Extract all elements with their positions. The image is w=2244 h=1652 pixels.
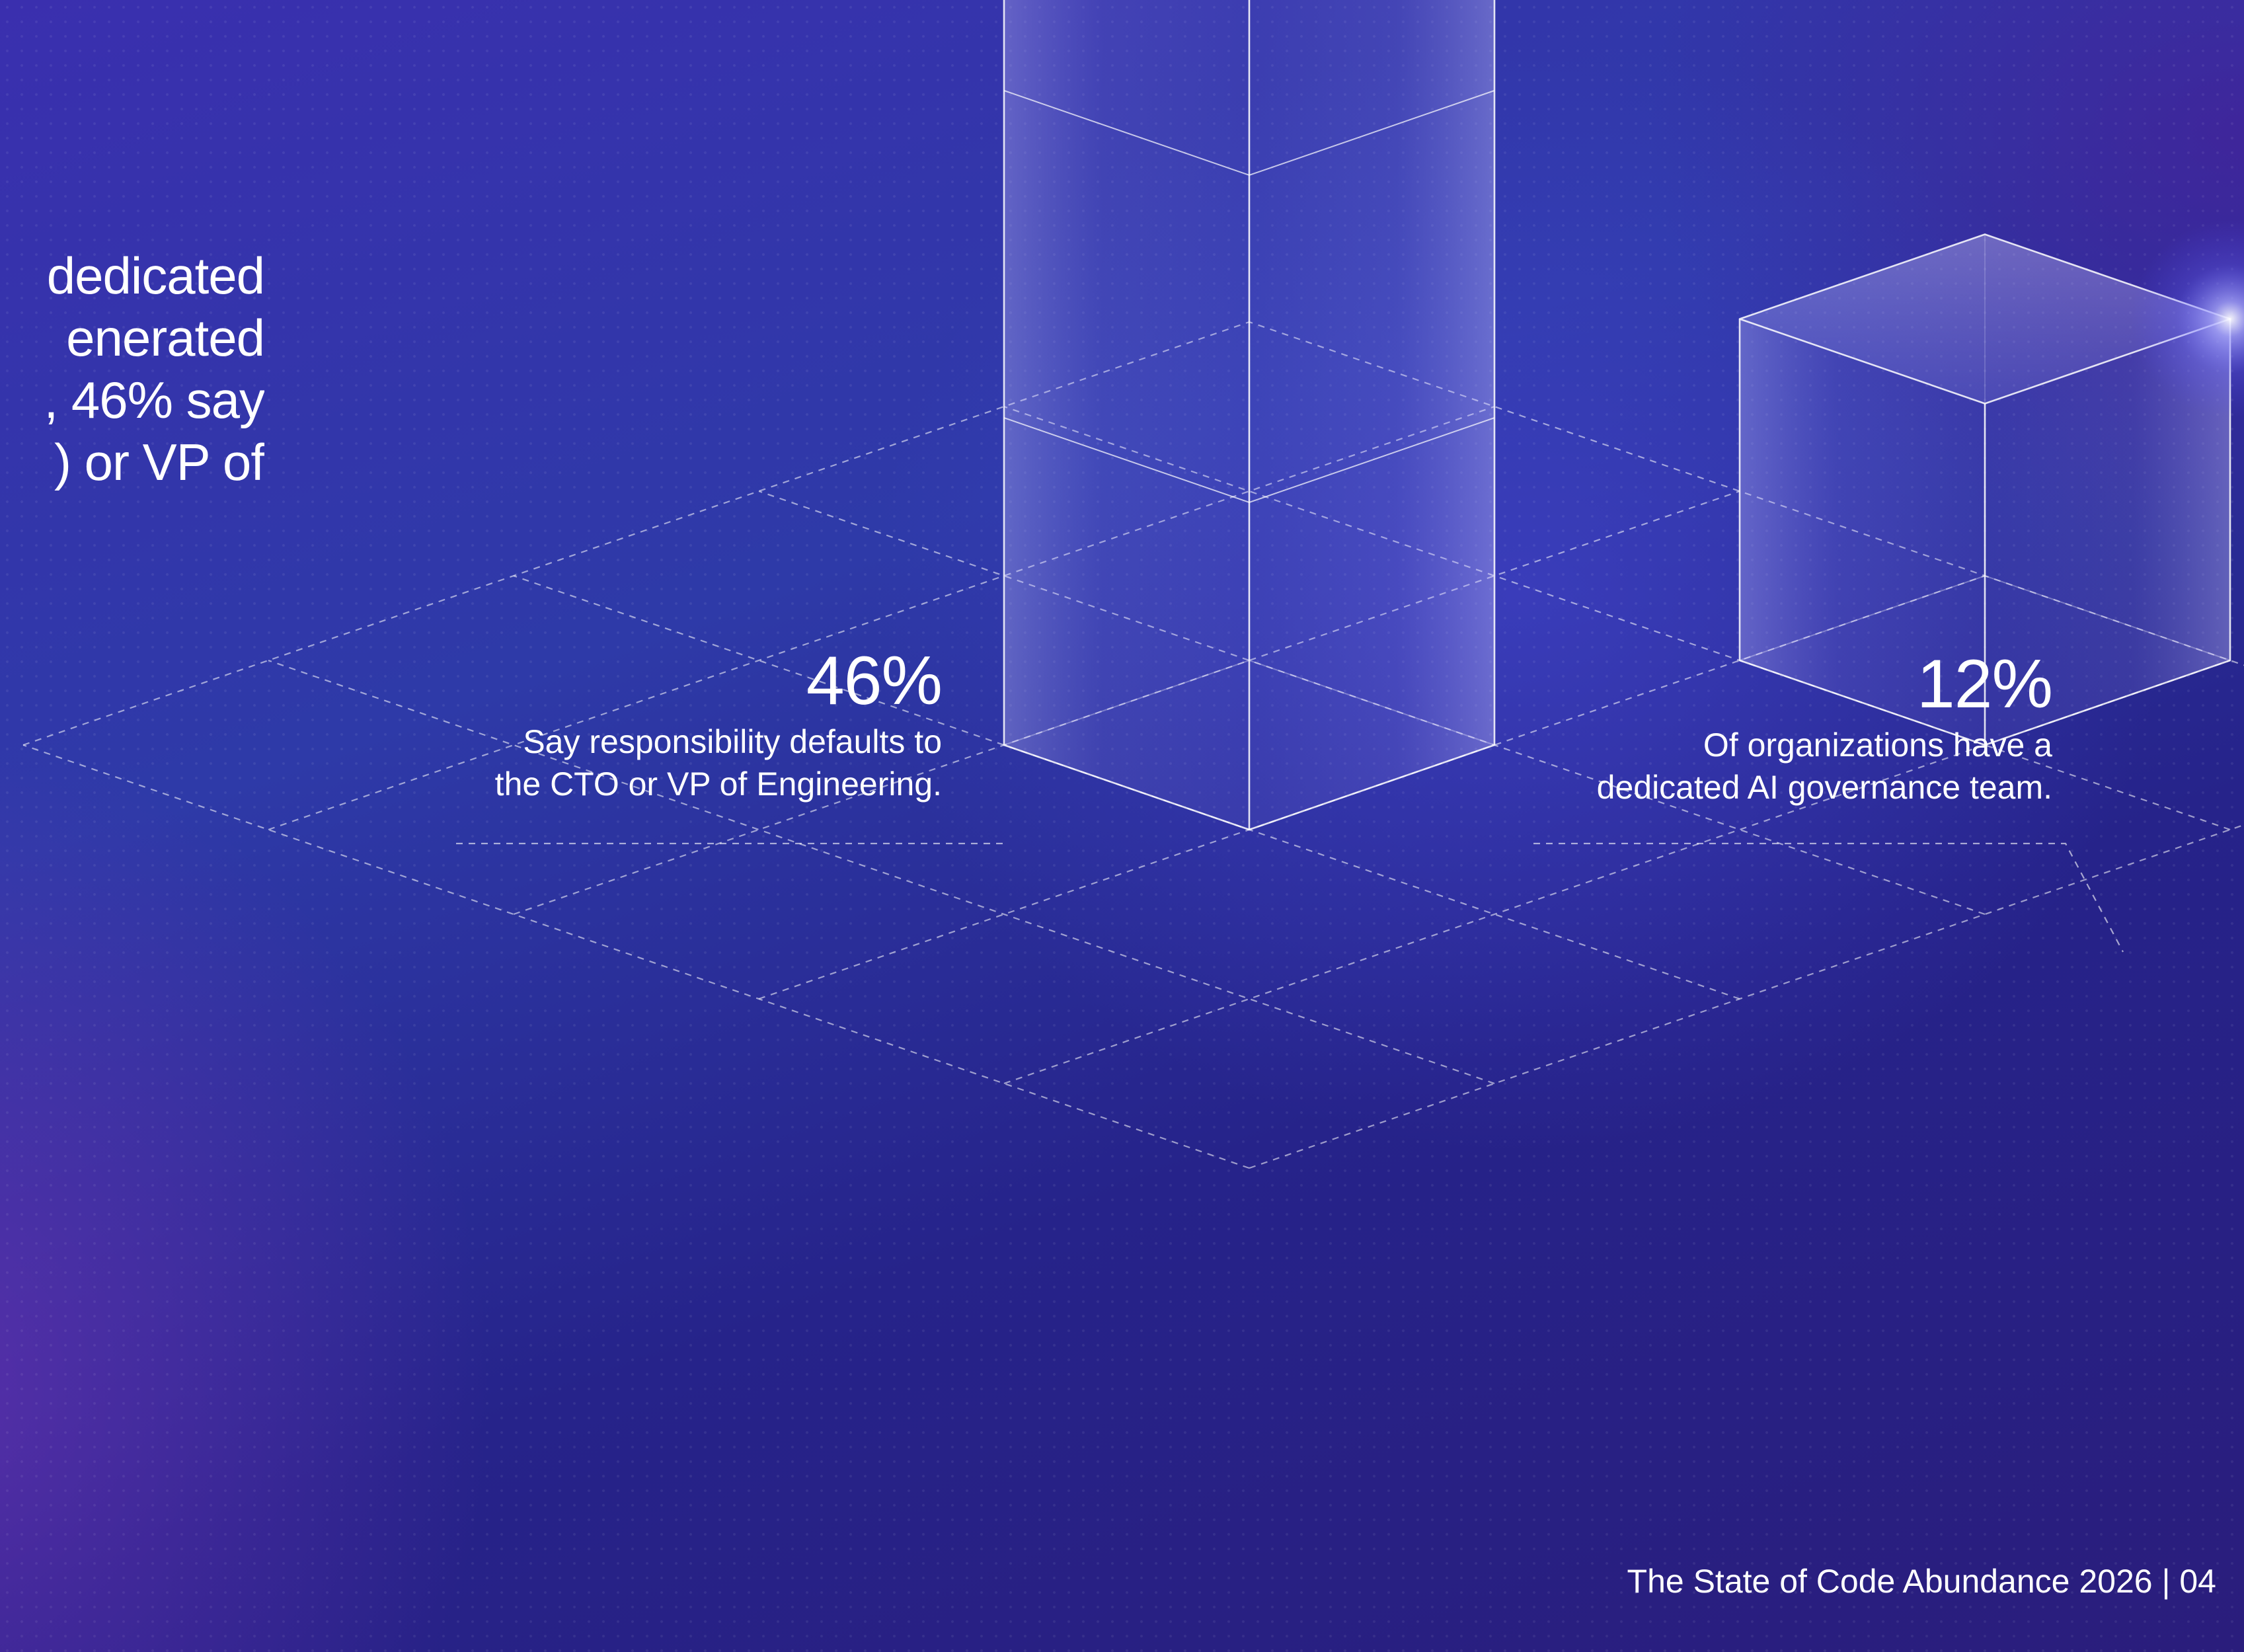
- callout-governance-team: 12% Of organizations have a dedicated AI…: [1520, 645, 2053, 808]
- intro-text: dedicated enerated , 46% say ) or VP of: [0, 245, 264, 493]
- bar-ring: [1003, 417, 1495, 504]
- bar-face-right: [1249, 0, 1494, 830]
- value-description: Say responsibility defaults to the CTO o…: [494, 723, 942, 803]
- bar-face-left: [1004, 0, 1249, 830]
- leader-lines: [456, 842, 2124, 953]
- bar-0: [1003, 0, 1496, 831]
- value-label: 46%: [806, 643, 943, 719]
- grid-line: [268, 659, 1495, 1085]
- intro-line: enerated: [66, 309, 264, 367]
- intro-line: ) or VP of: [54, 433, 264, 491]
- intro-line: , 46% say: [44, 371, 264, 429]
- bar-face-right: [1985, 319, 2230, 745]
- bar-1: [1738, 219, 2244, 746]
- bars: [1003, 0, 2244, 831]
- grid-line: [758, 490, 1986, 916]
- footer-page-label: The State of Code Abundance 2026 | 04: [1627, 1563, 2216, 1600]
- grid-line: [513, 574, 1740, 1000]
- grid-line: [513, 490, 1740, 916]
- callout-cto-vp: 46% Say responsibility defaults to the C…: [410, 641, 943, 805]
- bar-glow: [2131, 219, 2244, 418]
- leader-line: [1533, 842, 2124, 953]
- grid-line: [1249, 824, 2244, 1169]
- intro-line: dedicated: [46, 247, 264, 305]
- value-label: 12%: [1916, 646, 2053, 723]
- grid-line: [22, 744, 1250, 1169]
- value-description: Of organizations have a dedicated AI gov…: [1596, 727, 2052, 806]
- bar-face-left: [1740, 319, 1985, 745]
- bar-ring: [1003, 90, 1495, 177]
